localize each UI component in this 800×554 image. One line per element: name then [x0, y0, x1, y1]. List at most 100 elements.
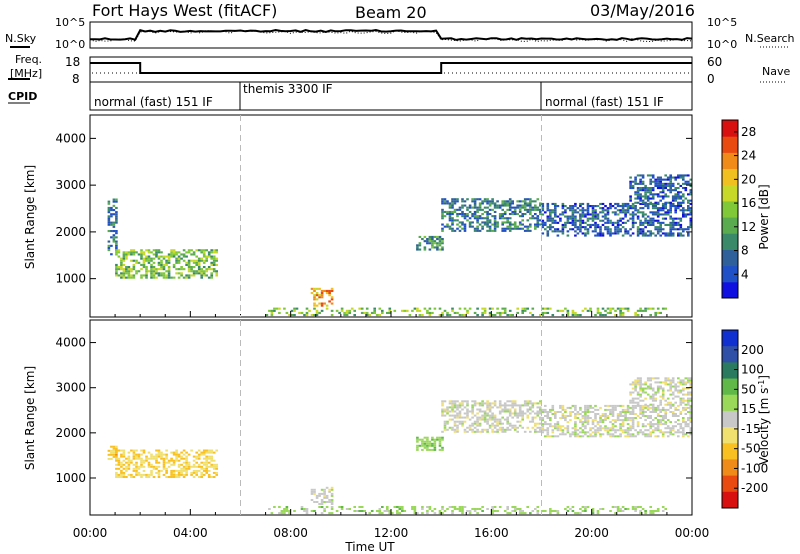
data-cell [476, 210, 479, 213]
data-cell [536, 406, 540, 409]
data-cell [117, 473, 121, 476]
data-cell [127, 451, 131, 454]
data-cell [145, 259, 148, 262]
data-cell [656, 178, 660, 181]
data-cell [120, 453, 123, 456]
data-cell [641, 387, 645, 390]
data-cell [463, 223, 467, 226]
colorbar-segment [722, 459, 738, 477]
data-cell [140, 463, 143, 466]
data-cell [526, 416, 530, 419]
data-cell [438, 442, 442, 445]
data-cell [401, 508, 404, 510]
data-cell [536, 410, 540, 413]
data-cell [202, 251, 206, 254]
data-cell [423, 446, 427, 449]
data-cell [596, 205, 600, 208]
data-cell [629, 176, 632, 179]
data-cell [503, 402, 507, 405]
data-cell [177, 453, 181, 456]
data-cell [579, 314, 582, 317]
data-cell [448, 217, 452, 220]
data-cell [122, 451, 126, 454]
data-cell [586, 232, 590, 235]
data-cell [328, 512, 331, 515]
data-cell [644, 387, 647, 390]
data-cell [406, 309, 409, 312]
data-cell [649, 406, 652, 409]
colorbar-tick-label: 100 [741, 363, 764, 377]
data-cell [679, 191, 683, 194]
data-cell [135, 261, 138, 264]
data-cell [115, 451, 118, 454]
data-cell [185, 261, 188, 264]
data-cell [488, 408, 492, 411]
data-cell [624, 435, 627, 438]
data-cell [644, 419, 647, 422]
data-cell [631, 397, 635, 400]
data-cell [210, 457, 213, 460]
data-cell [551, 404, 555, 407]
data-cell [270, 512, 274, 515]
data-cell [559, 425, 562, 428]
data-cell [486, 221, 489, 224]
data-cell [453, 400, 457, 403]
data-cell [426, 442, 429, 445]
data-cell [616, 506, 620, 508]
data-cell [210, 455, 213, 458]
data-cell [614, 314, 617, 317]
data-cell [621, 307, 625, 310]
data-cell [596, 512, 600, 515]
colorbar-tick-label: 4 [741, 267, 749, 281]
data-cell [641, 408, 645, 411]
data-cell [413, 506, 417, 508]
data-cell [320, 512, 324, 515]
data-cell [323, 289, 326, 292]
data-cell [197, 249, 201, 252]
data-cell [295, 307, 299, 310]
data-cell [115, 200, 118, 203]
data-cell [531, 402, 535, 405]
data-cell [413, 510, 417, 512]
data-cell [162, 463, 166, 466]
data-cell [298, 311, 301, 314]
data-cell [651, 213, 655, 216]
data-cell [391, 512, 394, 515]
data-cell [493, 414, 497, 417]
data-cell [127, 268, 131, 271]
data-cell [378, 508, 382, 510]
data-cell [546, 205, 550, 208]
data-cell [160, 453, 163, 456]
data-cell [549, 217, 552, 220]
data-cell [386, 311, 389, 314]
data-cell [508, 213, 512, 216]
data-cell [659, 387, 662, 390]
data-cell [651, 221, 655, 224]
data-cell [671, 381, 675, 384]
data-cell [586, 230, 590, 233]
data-cell [192, 465, 196, 468]
data-cell [323, 494, 326, 497]
data-cell [631, 387, 635, 390]
data-cell [629, 180, 632, 183]
data-cell [641, 389, 645, 392]
data-cell [285, 510, 289, 512]
data-cell [656, 176, 660, 179]
data-cell [649, 395, 652, 398]
data-cell [584, 228, 587, 231]
data-cell [654, 202, 657, 205]
data-cell [110, 223, 113, 226]
data-cell [616, 419, 620, 422]
data-cell [167, 465, 171, 468]
data-cell [601, 433, 605, 436]
data-cell [589, 417, 592, 419]
data-cell [481, 402, 484, 405]
data-cell [187, 467, 191, 470]
data-cell [664, 193, 667, 196]
data-cell [481, 314, 484, 317]
data-cell [619, 419, 622, 422]
data-cell [677, 232, 680, 235]
data-cell [210, 257, 213, 260]
data-cell [559, 213, 562, 216]
data-cell [651, 403, 655, 406]
